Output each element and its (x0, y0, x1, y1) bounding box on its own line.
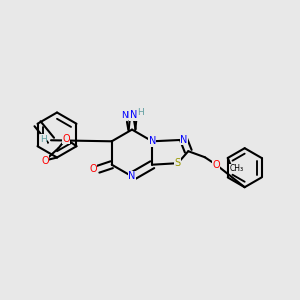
Text: H: H (40, 135, 47, 144)
Text: O: O (212, 160, 220, 170)
Text: N: N (130, 110, 137, 120)
Text: CH₃: CH₃ (230, 164, 244, 173)
Text: O: O (62, 134, 70, 144)
Text: S: S (175, 158, 181, 168)
Text: N: N (148, 136, 156, 146)
Text: H: H (137, 108, 143, 117)
Text: O: O (41, 155, 49, 166)
Text: NH: NH (121, 111, 134, 120)
Text: N: N (180, 135, 188, 145)
Text: N: N (128, 171, 136, 182)
Text: O: O (89, 164, 97, 174)
